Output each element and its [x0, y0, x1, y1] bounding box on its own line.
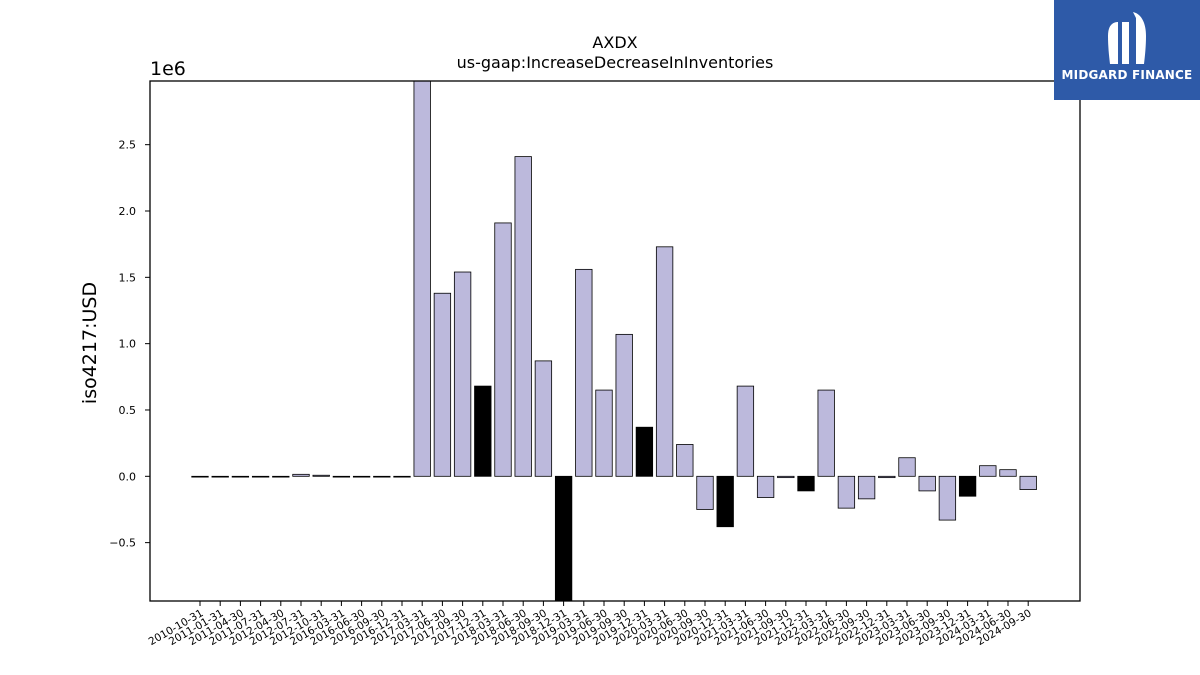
midgard-logo-icon [1108, 12, 1146, 64]
bar-2021-09-30 [777, 475, 795, 479]
y-axis-label: iso4217:USD [79, 282, 101, 404]
bar-2024-09-30 [1019, 475, 1037, 490]
bar-2020-12-31 [716, 475, 734, 528]
bar-2017-12-31 [474, 385, 492, 477]
bar-2023-03-31 [898, 457, 916, 477]
bar-2017-03-31 [413, 81, 431, 477]
bar-2022-09-30 [857, 475, 876, 500]
bar-2019-03-31 [575, 268, 593, 477]
bar-2017-06-30 [433, 292, 452, 477]
y-tick-label: 2.5 [119, 139, 137, 152]
bar-2019-12-31 [635, 426, 654, 477]
y-tick-label: −0.5 [109, 537, 136, 550]
y-tick-label: 1.5 [119, 271, 137, 284]
bar-2017-09-30 [453, 271, 472, 477]
bar-2016-09-30 [373, 475, 391, 478]
chart-title: AXDX [592, 33, 637, 52]
bar-2021-12-31 [797, 475, 815, 492]
bar-2016-12-31 [393, 475, 411, 478]
y-ticks-group: −0.5 0.0 0.5 1.0 1.5 2.0 2.5 [109, 139, 150, 550]
bar-2020-06-30 [676, 444, 694, 477]
bar-2019-09-30 [615, 333, 633, 477]
bar-2023-12-31 [958, 475, 977, 497]
bar-2010-10-31 [191, 475, 209, 478]
y-tick-label: 2.0 [119, 205, 137, 218]
bar-2020-03-31 [655, 246, 674, 477]
y-tick-label: 0.0 [119, 470, 137, 483]
bar-2012-07-31 [292, 473, 310, 477]
bar-2011-04-30 [231, 475, 250, 478]
chart-subtitle: us-gaap:IncreaseDecreaseInInventories [457, 53, 774, 72]
plot-frame [149, 80, 1081, 602]
y-tick-label: 0.5 [119, 404, 137, 417]
bars-group [191, 81, 1037, 601]
bar-2022-06-30 [837, 475, 856, 509]
bar-2023-09-30 [938, 475, 957, 521]
bar-2018-09-30 [534, 360, 553, 477]
bar-2020-09-30 [696, 475, 714, 510]
bar-2016-06-30 [352, 475, 371, 478]
bar-2018-06-30 [514, 156, 532, 477]
bar-2024-03-31 [979, 465, 997, 477]
bar-2022-12-31 [878, 475, 896, 479]
bar-2012-04-30 [272, 475, 290, 478]
x-ticks-group: 2010-10-312011-01-312011-04-302011-07-31… [147, 601, 1034, 648]
y-tick-label: 1.0 [119, 338, 137, 351]
bar-2021-06-30 [756, 475, 775, 498]
bar-2018-12-31 [554, 475, 573, 601]
bar-2011-07-31 [251, 475, 270, 478]
bar-2024-06-30 [999, 469, 1017, 477]
bar-2022-03-31 [817, 389, 835, 477]
bar-2012-10-31 [312, 474, 330, 477]
bar-2018-03-31 [494, 222, 512, 477]
bar-2019-06-30 [595, 389, 613, 477]
bar-2011-01-31 [211, 475, 229, 478]
midgard-finance-logo: MIDGARD FINANCE [1054, 0, 1200, 100]
y-offset-label: 1e6 [150, 58, 186, 80]
bar-2021-03-31 [736, 385, 755, 477]
bar-2016-03-31 [332, 475, 351, 478]
logo-text: MIDGARD FINANCE [1061, 68, 1193, 82]
bar-2023-06-30 [918, 475, 936, 492]
